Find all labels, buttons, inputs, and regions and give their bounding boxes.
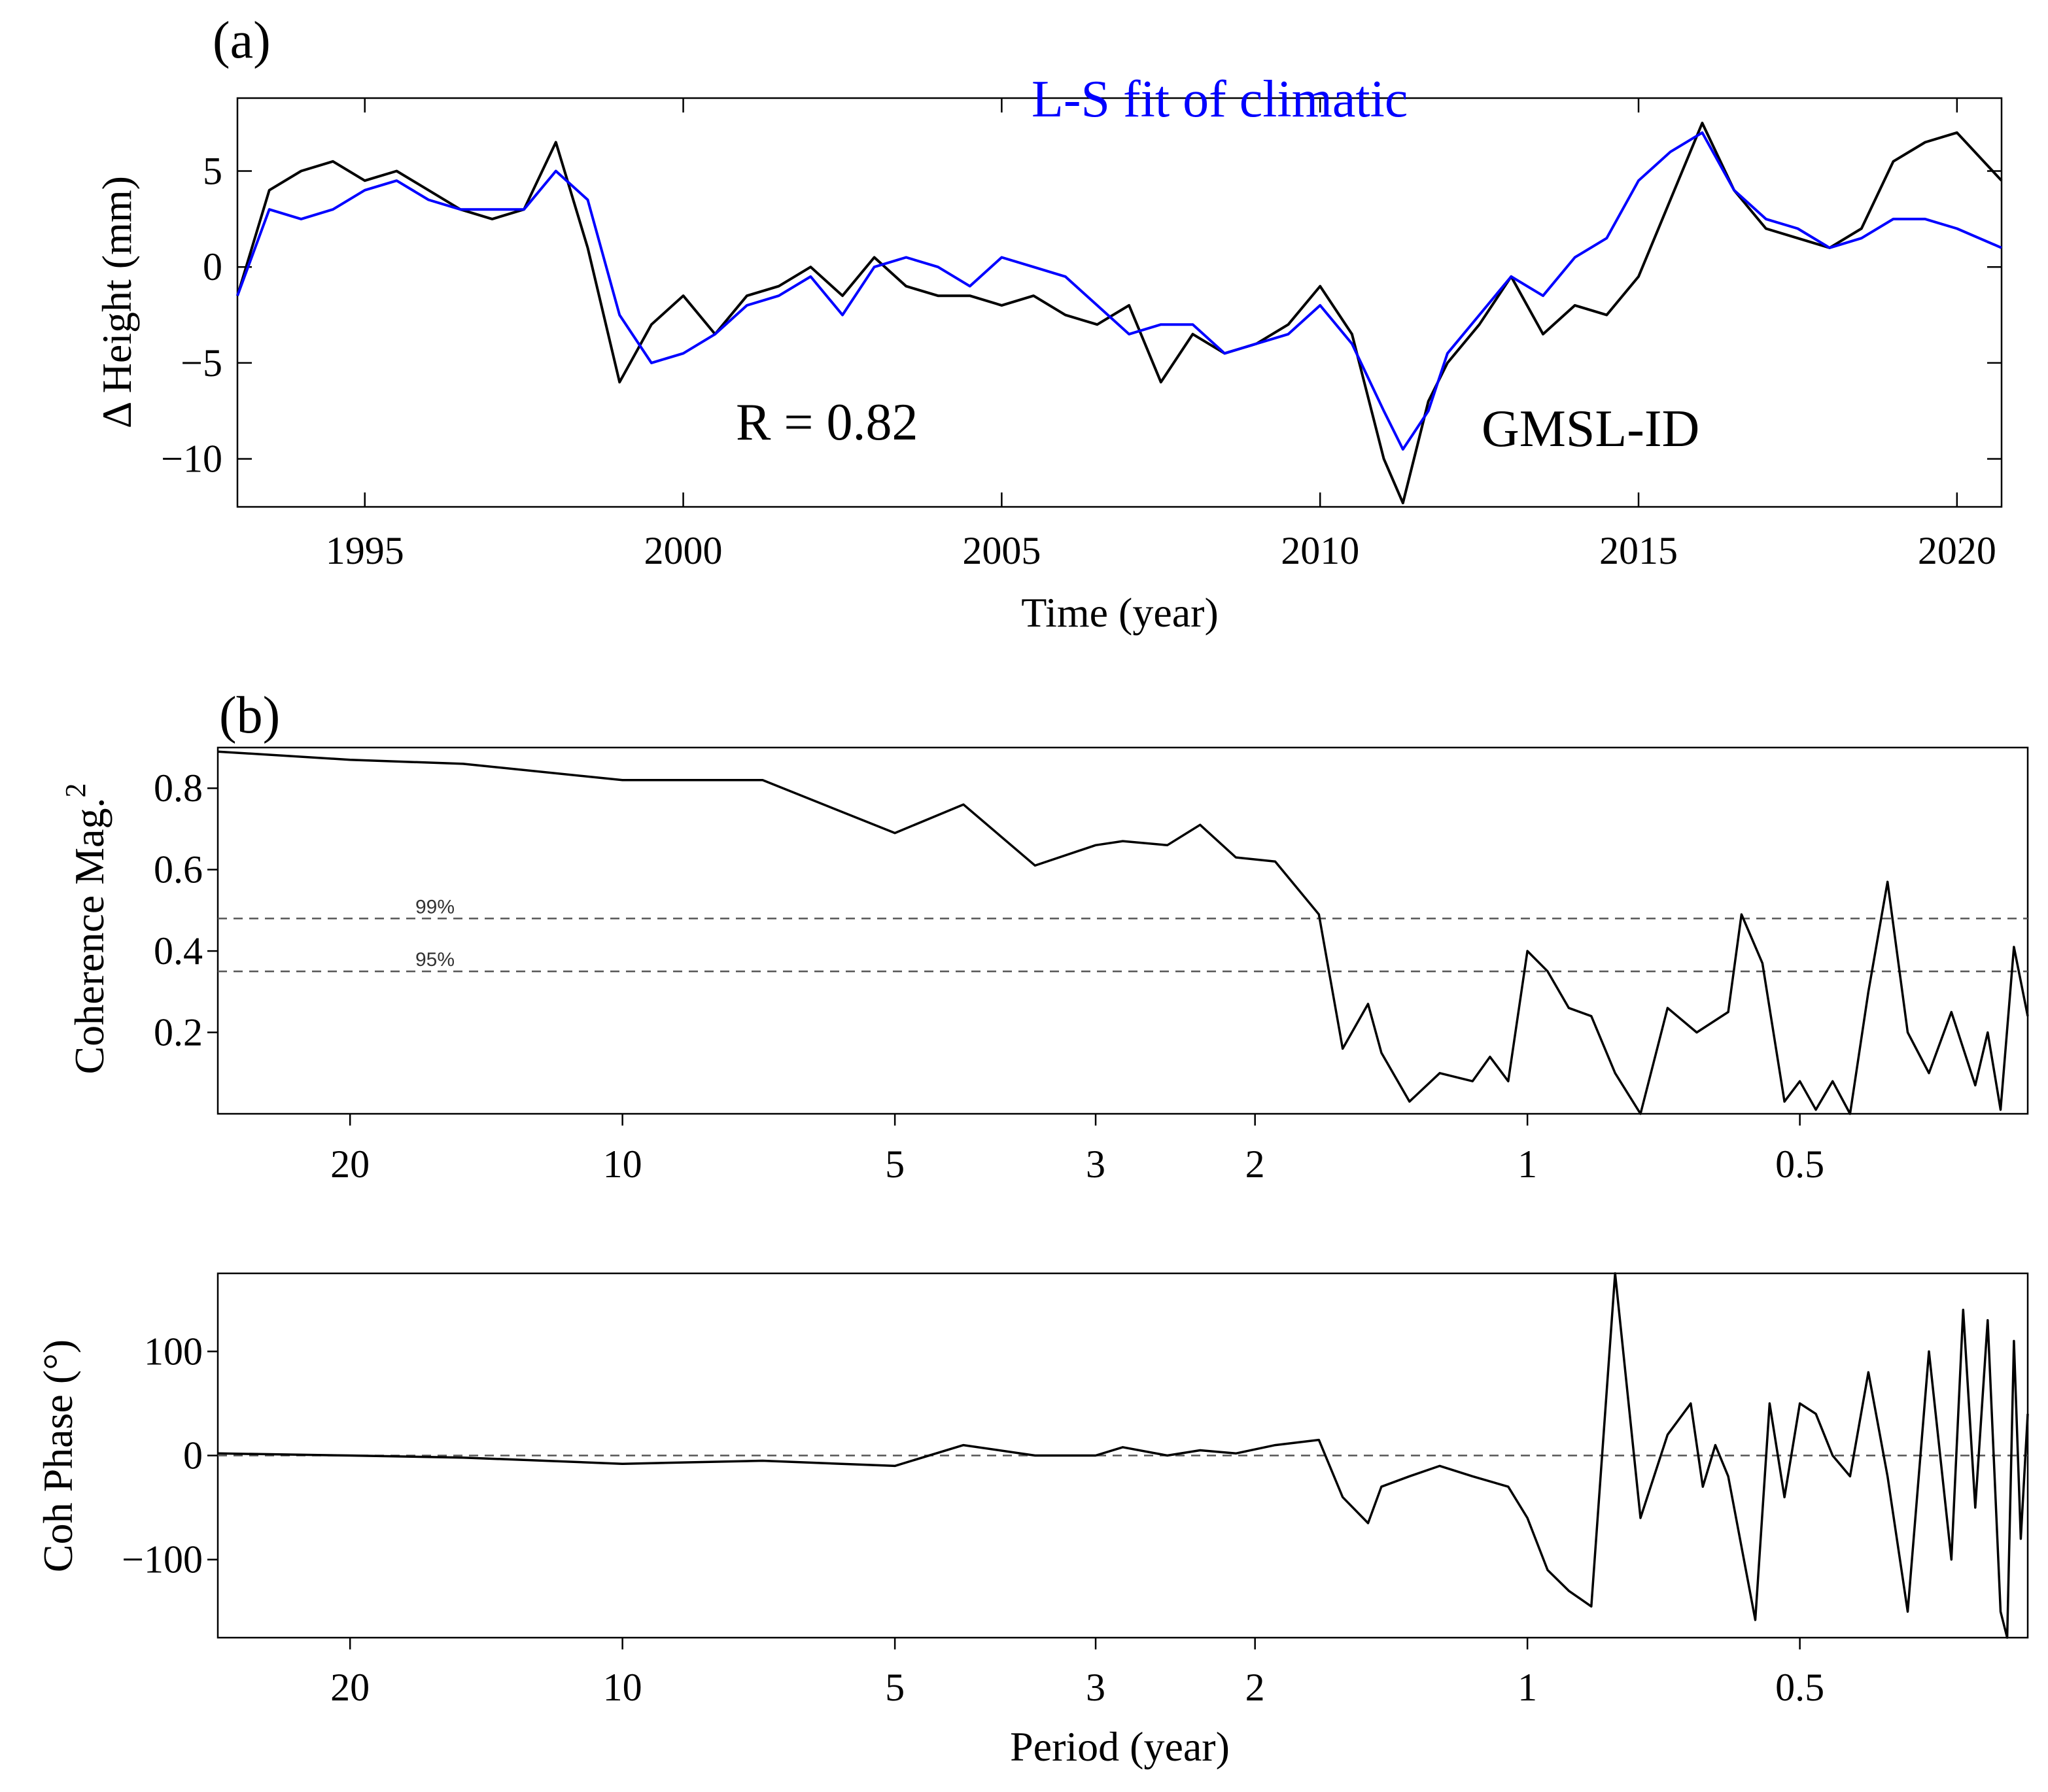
- phase-y-tick-label: 100: [144, 1330, 203, 1373]
- panel-a-ticks: 1995 2000 2005 2010 2015 2020 5 0 −5 −10: [161, 98, 2002, 572]
- panel-a-y-axis-title: Δ Height (mm): [94, 176, 140, 428]
- panel-a-label: (a): [213, 12, 271, 69]
- phase-ticks: 20 10 5 3 2 1 0.5 100 0 −100: [122, 1330, 1824, 1709]
- coherence-y-tick-label: 0.6: [154, 848, 203, 891]
- panel-a-axes-box: [236, 97, 2003, 508]
- phase-x-tick-label: 20: [330, 1666, 370, 1709]
- phase-x-tick-label: 2: [1245, 1666, 1265, 1709]
- phase-x-axis-title: Period (year): [1010, 1723, 1230, 1770]
- threshold-label: 99%: [415, 896, 455, 918]
- coherence-lines: [217, 750, 2029, 1115]
- coherence-x-tick-label: 3: [1086, 1143, 1105, 1186]
- phase-x-tick-label: 3: [1086, 1666, 1105, 1709]
- panel-a-x-tick-label: 2015: [1599, 529, 1678, 572]
- coherence-y-axis-title-main: Coherence Mag.: [66, 798, 113, 1075]
- coherence-y-tick-label: 0.2: [154, 1011, 203, 1054]
- coherence-ticks: 20 10 5 3 2 1 0.5 0.2 0.4 0.6 0.8: [154, 767, 1824, 1186]
- phase-y-axis-title: Coh Phase (°): [35, 1339, 81, 1572]
- coherence-y-axis-title: Coherence Mag.2: [60, 784, 113, 1075]
- coherence-x-tick-label: 2: [1245, 1143, 1265, 1186]
- phase-x-tick-label: 0.5: [1775, 1666, 1824, 1709]
- phase-y-tick-label: 0: [183, 1434, 203, 1477]
- panel-a-x-axis-title: Time (year): [1021, 589, 1219, 636]
- coherence-y-axis-title-superscript: 2: [60, 784, 92, 798]
- panel-a-y-tick-label: −10: [161, 438, 222, 481]
- coherence-axes-box: [217, 746, 2029, 1115]
- climatic-fit-line: [236, 131, 2002, 451]
- panel-b: (b) 20 10 5 3 2 1 0.50.20.40.60.8 99%95% Coher…: [35, 687, 2029, 1770]
- correlation-label: R = 0.82: [736, 394, 918, 451]
- panel-a-y-tick-label: 5: [203, 150, 222, 193]
- phase-y-tick-label: −100: [122, 1538, 203, 1581]
- phase-lines: [217, 1272, 2029, 1639]
- coherence-x-tick-label: 0.5: [1775, 1143, 1824, 1186]
- coherence-x-tick-label: 10: [603, 1143, 642, 1186]
- coherence-y-tick-label: 0.4: [154, 929, 203, 973]
- coherence-thresholds: 99% 95%: [218, 896, 2028, 973]
- panel-a-x-tick-label: 1995: [326, 529, 404, 572]
- coherence-y-tick-label: 0.8: [154, 767, 203, 810]
- panel-a-x-tick-label: 2005: [962, 529, 1041, 572]
- fit-series-label: L-S fit of climatic: [1032, 71, 1408, 128]
- phase-x-tick-label: 10: [603, 1666, 642, 1709]
- panel-a-y-tick-label: 0: [203, 245, 222, 288]
- panel-a-x-tick-label: 2020: [1918, 529, 1996, 572]
- panel-a: (a) 1995 2000 2005 2010 2015 2020 5 0 −5 −10 L-S …: [94, 12, 2003, 636]
- phase-line: [217, 1272, 2029, 1639]
- panel-b-label: (b): [219, 687, 280, 744]
- panel-a-lines: [236, 122, 2003, 505]
- threshold-label: 95%: [415, 949, 455, 971]
- phase-x-tick-label: 5: [885, 1666, 905, 1709]
- coherence-x-tick-label: 1: [1518, 1143, 1537, 1186]
- phase-x-tick-label: 1: [1518, 1666, 1537, 1709]
- gmsl-id-line: [236, 122, 2003, 505]
- panel-a-y-tick-label: −5: [181, 341, 222, 385]
- coherence-x-tick-label: 5: [885, 1143, 905, 1186]
- coherence-line: [217, 750, 2029, 1115]
- panel-a-x-tick-label: 2000: [644, 529, 723, 572]
- gmsl-series-label: GMSL-ID: [1482, 400, 1699, 458]
- coherence-x-tick-label: 20: [330, 1143, 370, 1186]
- panel-a-x-tick-label: 2010: [1281, 529, 1359, 572]
